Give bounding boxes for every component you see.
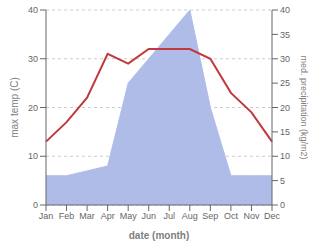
svg-text:40: 40: [280, 5, 290, 15]
svg-text:max temp (C): max temp (C): [9, 77, 20, 138]
svg-text:15: 15: [280, 127, 290, 137]
svg-text:med. precipitation (kg/m2): med. precipitation (kg/m2): [299, 55, 309, 159]
svg-text:0: 0: [33, 200, 38, 210]
svg-text:35: 35: [280, 30, 290, 40]
svg-text:Jan: Jan: [39, 211, 54, 221]
svg-text:May: May: [120, 211, 138, 221]
svg-text:10: 10: [28, 151, 38, 161]
svg-text:25: 25: [280, 78, 290, 88]
svg-text:date (month): date (month): [129, 230, 190, 241]
svg-text:30: 30: [280, 54, 290, 64]
svg-text:0: 0: [280, 200, 285, 210]
svg-text:40: 40: [28, 5, 38, 15]
svg-text:Sep: Sep: [202, 211, 218, 221]
svg-text:Nov: Nov: [243, 211, 260, 221]
svg-text:Apr: Apr: [101, 211, 115, 221]
svg-text:Jul: Jul: [164, 211, 176, 221]
svg-text:20: 20: [28, 103, 38, 113]
svg-text:30: 30: [28, 54, 38, 64]
svg-text:10: 10: [280, 151, 290, 161]
svg-text:Aug: Aug: [182, 211, 198, 221]
svg-text:Dec: Dec: [264, 211, 281, 221]
svg-text:Jun: Jun: [141, 211, 156, 221]
svg-text:5: 5: [280, 176, 285, 186]
svg-text:Feb: Feb: [59, 211, 75, 221]
svg-text:Oct: Oct: [224, 211, 239, 221]
svg-text:Mar: Mar: [79, 211, 95, 221]
svg-text:20: 20: [280, 103, 290, 113]
